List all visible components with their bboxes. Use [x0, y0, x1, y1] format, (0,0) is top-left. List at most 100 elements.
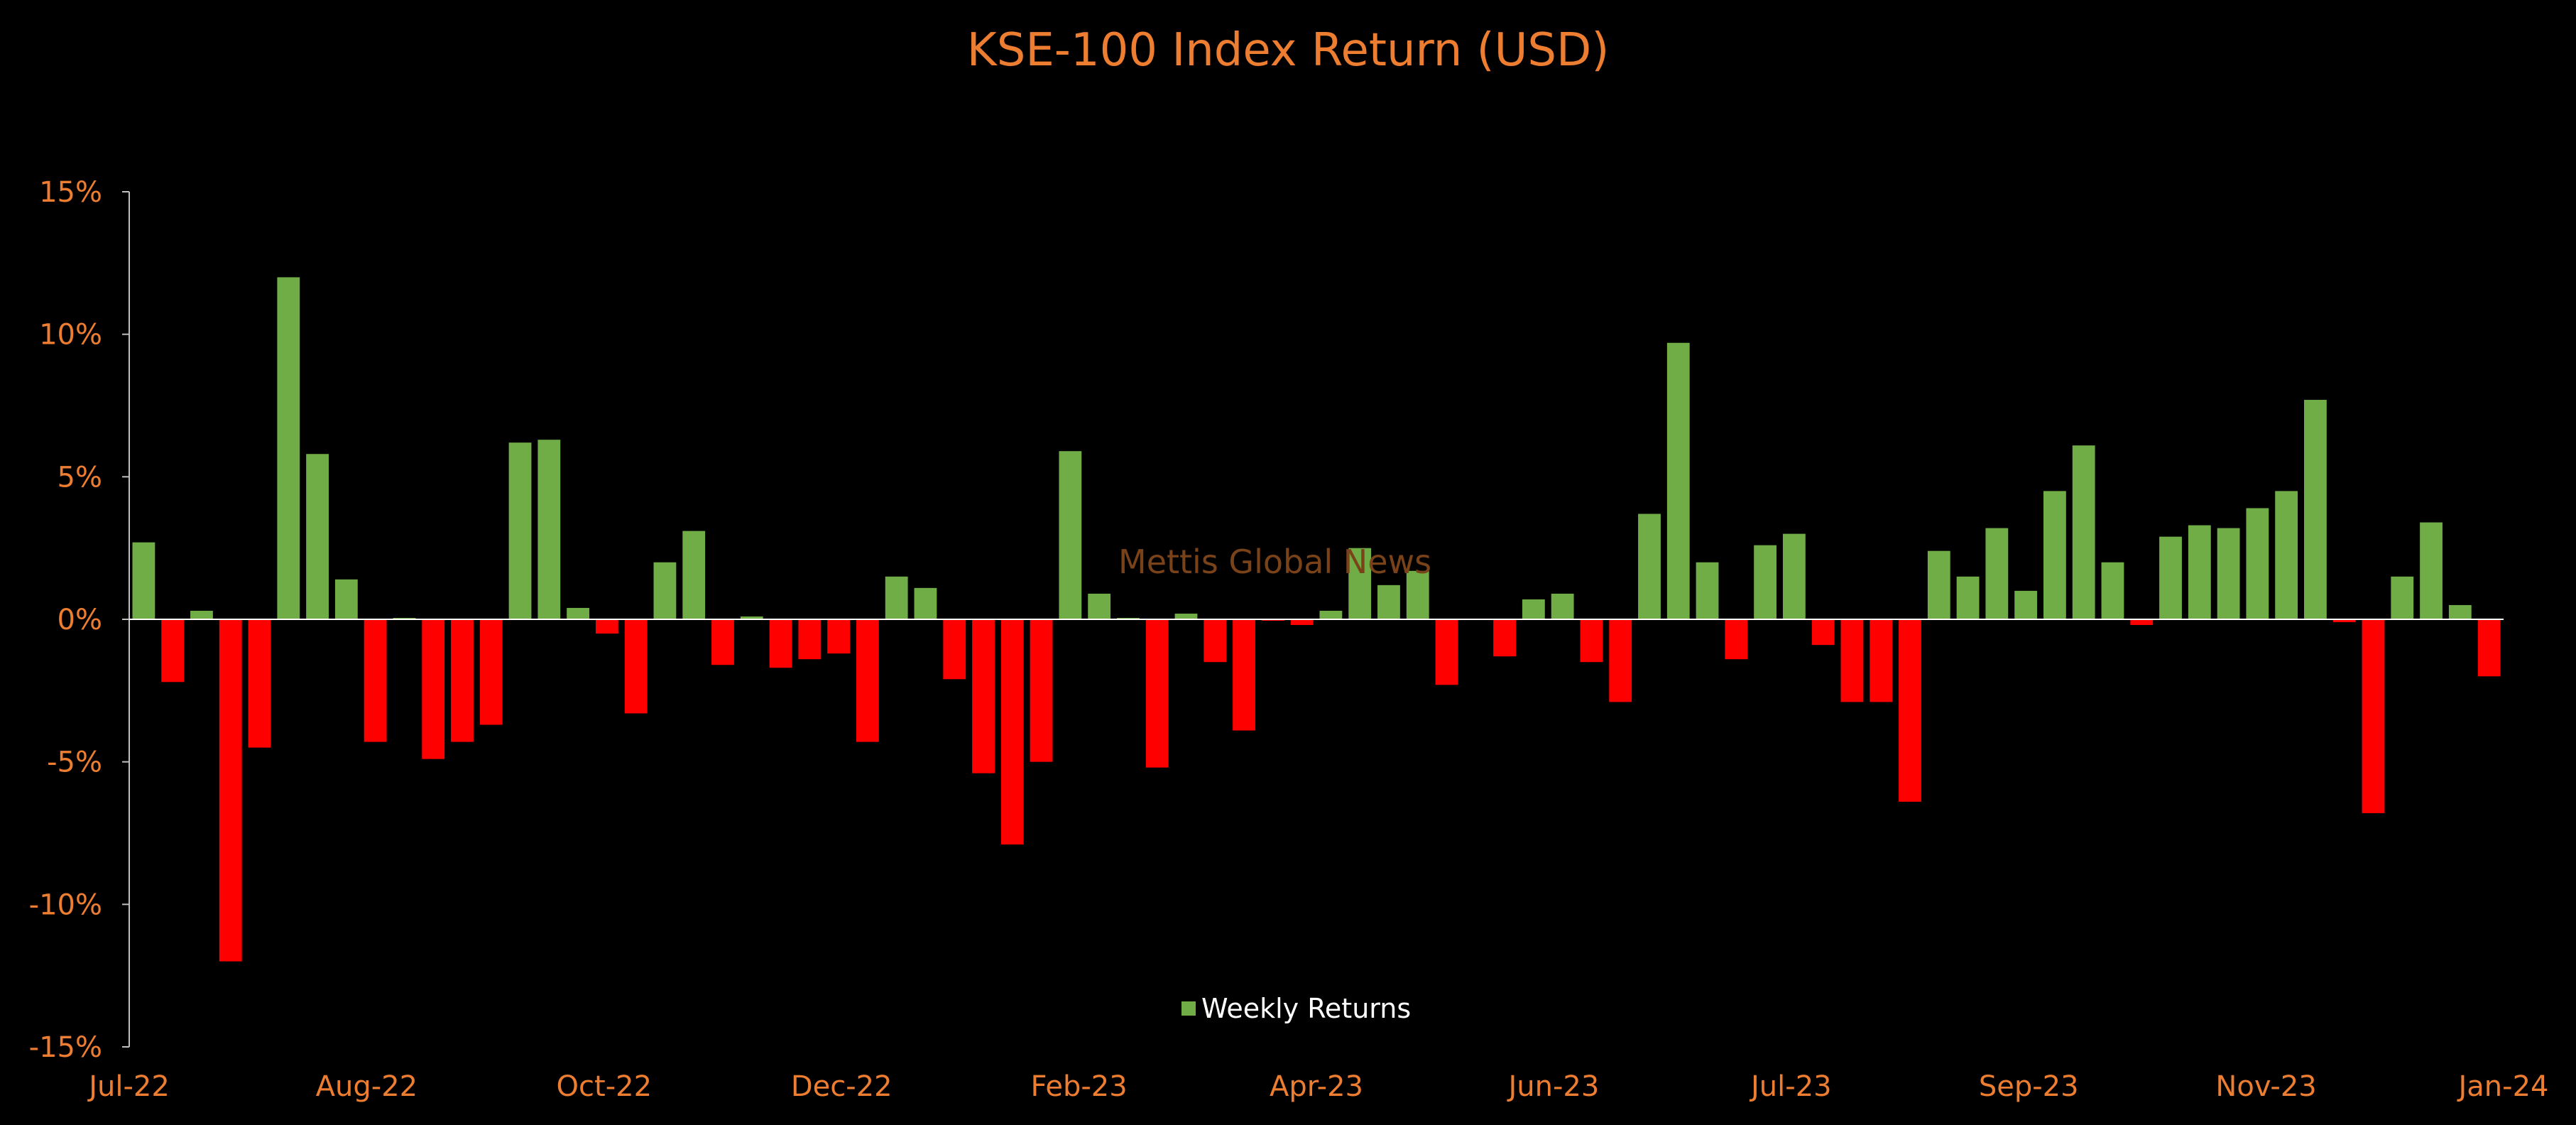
x-tick-label: Sep-23: [1979, 1070, 2079, 1103]
x-tick-label: Aug-22: [316, 1070, 417, 1103]
y-tick-label: -5%: [47, 746, 102, 779]
x-tick-label: Dec-22: [791, 1070, 893, 1103]
bar: [1233, 619, 1255, 731]
y-tick-label: 10%: [39, 319, 102, 352]
bar: [1956, 576, 1980, 619]
bar: [827, 619, 851, 654]
bar: [914, 587, 937, 619]
bar: [1145, 619, 1169, 768]
bar: [2014, 590, 2038, 619]
y-tick-label: -15%: [29, 1031, 102, 1064]
bar: [2130, 619, 2154, 626]
bar: [2304, 399, 2327, 619]
bar: [2043, 491, 2066, 619]
bar: [1406, 570, 1429, 619]
bar: [1985, 528, 2009, 619]
bar: [422, 619, 445, 759]
bar: [1261, 619, 1284, 621]
bar: [972, 619, 995, 773]
bar: [1522, 599, 1545, 619]
bar: [2101, 562, 2124, 619]
bar: [364, 619, 387, 742]
bar: [1782, 533, 1806, 619]
bar: [1030, 619, 1053, 762]
bar: [2275, 491, 2298, 619]
bar: [1696, 562, 1719, 619]
bar: [1754, 545, 1777, 619]
bar: [508, 442, 532, 619]
bar: [2448, 604, 2472, 619]
bar: [277, 277, 300, 619]
legend-swatch: [1181, 1001, 1196, 1016]
bar: [624, 619, 648, 714]
bar: [2159, 536, 2182, 619]
bar: [1493, 619, 1516, 657]
bar: [1580, 619, 1603, 663]
bar: [2188, 525, 2211, 619]
bar: [595, 619, 618, 634]
bar: [740, 616, 763, 619]
bar: [306, 454, 329, 619]
x-tick-label: Jan-24: [2457, 1070, 2549, 1103]
bar: [1000, 619, 1024, 845]
bar: [1638, 513, 1661, 619]
bar: [1059, 451, 1082, 619]
bar: [248, 619, 271, 748]
x-tick-label: Feb-23: [1031, 1070, 1128, 1103]
bar: [1725, 619, 1748, 660]
bar: [190, 610, 213, 619]
y-tick-label: -10%: [29, 888, 102, 921]
bar: [1870, 619, 1893, 702]
bar: [2246, 508, 2269, 619]
bar: [1666, 342, 1690, 619]
bar: [479, 619, 503, 725]
bar: [711, 619, 734, 665]
bar: [1551, 593, 1574, 619]
y-tick-label: 15%: [39, 176, 102, 209]
y-tick-label: 5%: [58, 461, 102, 494]
y-tick-label: 0%: [58, 604, 102, 636]
bar: [943, 619, 966, 680]
bar: [2362, 619, 2385, 813]
bar: [1927, 550, 1950, 619]
bar: [1435, 619, 1458, 685]
bar: [567, 607, 589, 619]
bar: [653, 562, 677, 619]
watermark-text: Mettis Global News: [1118, 543, 1432, 581]
bar: [2332, 619, 2356, 623]
bar: [1088, 593, 1111, 619]
bar: [451, 619, 474, 742]
bar: [219, 619, 242, 962]
bar: [1899, 619, 1921, 802]
bar: [161, 619, 185, 683]
x-tick-label: Oct-22: [557, 1070, 653, 1103]
x-tick-label: Jun-23: [1506, 1070, 1599, 1103]
bar: [2217, 528, 2240, 619]
bar: [856, 619, 879, 742]
bar: [798, 619, 822, 660]
bar: [769, 619, 792, 668]
chart-title: KSE-100 Index Return (USD): [966, 24, 1610, 77]
bar: [1348, 548, 1372, 619]
bar: [1609, 619, 1632, 702]
x-tick-label: Jul-22: [87, 1070, 170, 1103]
bar: [2391, 576, 2414, 619]
x-tick-label: Nov-23: [2215, 1070, 2316, 1103]
bar: [334, 579, 358, 619]
x-tick-label: Jul-23: [1749, 1070, 1832, 1103]
bar: [1174, 613, 1198, 619]
bar: [1811, 619, 1835, 646]
bar: [393, 617, 416, 619]
bar: [1117, 617, 1140, 619]
bar: [2420, 522, 2443, 619]
bar: [1840, 619, 1864, 702]
legend: Weekly Returns: [1181, 993, 1411, 1024]
bar: [537, 440, 561, 619]
bar: [2072, 445, 2095, 619]
bar: [1377, 585, 1400, 619]
bar: [2477, 619, 2501, 677]
bar: [132, 542, 155, 619]
bar: [1290, 619, 1314, 626]
bar: [1204, 619, 1227, 663]
